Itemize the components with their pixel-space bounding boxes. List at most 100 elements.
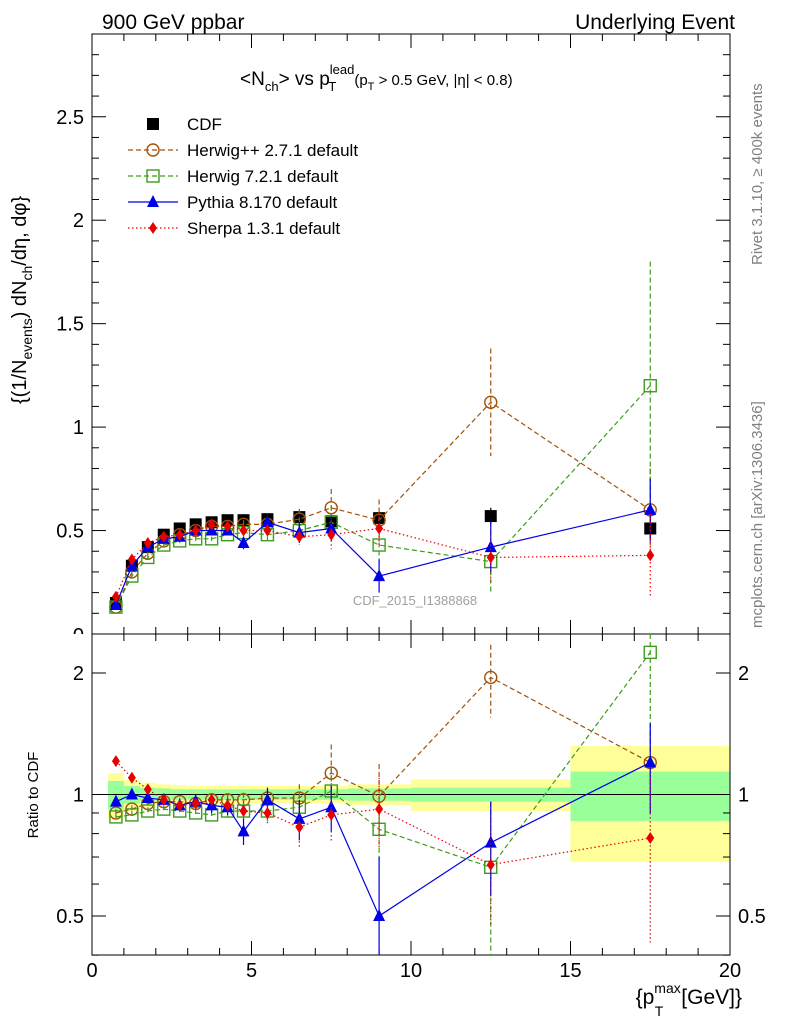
main-point-cdf <box>484 510 497 523</box>
main-point-sherpa-1-3-1-default <box>239 524 248 537</box>
legend-marker-sherpa-1-3-1-default <box>149 222 157 234</box>
legend: CDF Herwig++ 2.7.1 default Herwig 7.2.1 de… <box>128 115 358 238</box>
legend-marker-cdf <box>147 118 159 130</box>
ratio-point-sherpa-1-3-1-default <box>191 797 200 810</box>
ratio-y-tick-label-right: 2 <box>738 663 749 685</box>
header-right-label: Underlying Event <box>575 11 735 34</box>
main-point-sherpa-1-3-1-default <box>223 520 232 533</box>
ratio-point-herwig-7-2-1-default <box>109 810 123 824</box>
main-point-herwig-2-7-1-default <box>484 395 498 409</box>
ratio-y-tick-label-right: 0.5 <box>738 906 766 928</box>
main-y-axis-label: {(1/Nevents) dNch/dη, dφ} <box>9 196 35 404</box>
ratio-point-pythia-8-170-default <box>261 792 274 805</box>
main-y-tick-label: 0.5 <box>56 521 84 543</box>
main-y-ticks: 0.5 1 1.5 2 2.5 0 <box>56 54 730 647</box>
ratio-y-tick-label: 2 <box>73 663 84 685</box>
x-tick-label: 15 <box>559 960 581 982</box>
header-left-label: 900 GeV ppbar <box>102 11 244 34</box>
ratio-point-pythia-8-170-default <box>484 835 497 848</box>
ratio-y-tick-label-right: 1 <box>738 785 749 807</box>
ratio-y-tick-label: 1 <box>73 785 84 807</box>
main-series-herwig-2-7-1-default <box>109 348 657 614</box>
main-y-tick-label: 1 <box>73 417 84 439</box>
main-point-sherpa-1-3-1-default <box>159 530 168 543</box>
ratio-point-sherpa-1-3-1-default <box>646 832 655 845</box>
rivet-version-label: Rivet 3.1.10, ≥ 400k events <box>749 83 766 265</box>
main-point-sherpa-1-3-1-default <box>486 551 495 564</box>
ratio-point-pythia-8-170-default <box>325 800 338 813</box>
ratio-point-pythia-8-170-default <box>125 787 138 800</box>
main-point-sherpa-1-3-1-default <box>127 553 136 566</box>
main-point-pythia-8-170-default <box>261 515 274 528</box>
main-chart-title: <Nch> vs plead T (pT > 0.5 GeV, |η| < 0.8) <box>240 62 513 94</box>
x-axis-label: {pmax T[GeV]} <box>636 980 742 1019</box>
main-point-herwig-7-2-1-default <box>643 379 657 393</box>
main-y-tick-label: 2 <box>73 210 84 232</box>
main-series-herwig-7-2-1-default <box>109 261 657 614</box>
ratio-point-herwig-2-7-1-default <box>484 670 498 685</box>
main-line-sherpa-1-3-1-default <box>115 523 651 597</box>
ratio-series-layer <box>109 634 657 955</box>
ratio-y-ticks: 0.5 0.5 1 1 2 2 <box>56 663 766 956</box>
legend-label-cdf: CDF <box>187 115 222 134</box>
ratio-point-herwig-7-2-1-default <box>125 808 139 822</box>
ratio-point-sherpa-1-3-1-default <box>175 799 184 812</box>
x-tick-label: 20 <box>719 960 741 982</box>
legend-label-herwig-2-7-1-default: Herwig++ 2.7.1 default <box>187 141 358 160</box>
main-point-pythia-8-170-default <box>237 535 250 548</box>
ratio-point-pythia-8-170-default <box>644 755 657 768</box>
main-point-sherpa-1-3-1-default <box>295 530 304 543</box>
main-point-sherpa-1-3-1-default <box>327 528 336 541</box>
main-y-tick-label-zero: 0 <box>73 625 84 647</box>
ratio-point-sherpa-1-3-1-default <box>111 755 120 768</box>
ratio-point-sherpa-1-3-1-default <box>143 783 152 796</box>
main-line-herwig-2-7-1-default <box>115 401 651 608</box>
x-tick-label: 5 <box>246 960 257 982</box>
legend-label-herwig-7-2-1-default: Herwig 7.2.1 default <box>187 167 338 186</box>
ratio-point-sherpa-1-3-1-default <box>327 808 336 821</box>
ratio-point-sherpa-1-3-1-default <box>239 805 248 818</box>
analysis-watermark: CDF_2015_I1388868 <box>353 593 477 608</box>
ratio-y-tick-label: 0.5 <box>56 906 84 928</box>
main-point-sherpa-1-3-1-default <box>375 522 384 535</box>
ratio-point-pythia-8-170-default <box>109 794 122 807</box>
x-tick-label: 10 <box>400 960 422 982</box>
ratio-point-sherpa-1-3-1-default <box>207 793 216 806</box>
main-series-layer <box>109 261 657 614</box>
ratio-point-sherpa-1-3-1-default <box>295 821 304 834</box>
legend-marker-pythia-8-170-default <box>147 195 159 207</box>
ratio-point-sherpa-1-3-1-default <box>263 806 272 819</box>
legend-label-pythia-8-170-default: Pythia 8.170 default <box>187 193 338 212</box>
main-point-pythia-8-170-default <box>373 569 386 582</box>
main-series-sherpa-1-3-1-default <box>111 511 655 603</box>
ratio-panel: 0.5 0.51 12 2 0 5 10 15 20 Ratio to CDF {pmax T[… <box>25 34 766 1019</box>
legend-marker-herwig-7-2-1-default <box>146 169 160 183</box>
ratio-y-axis-label: Ratio to CDF <box>25 752 42 839</box>
x-ticks: 0 5 10 15 20 <box>86 34 741 982</box>
main-point-sherpa-1-3-1-default <box>111 590 120 603</box>
ratio-point-sherpa-1-3-1-default <box>223 799 232 812</box>
ratio-point-sherpa-1-3-1-default <box>486 858 495 871</box>
ratio-point-herwig-7-2-1-default <box>141 804 155 818</box>
ratio-point-pythia-8-170-default <box>237 824 250 837</box>
main-line-herwig-7-2-1-default <box>115 385 651 608</box>
ratio-point-sherpa-1-3-1-default <box>127 771 136 784</box>
main-point-sherpa-1-3-1-default <box>191 524 200 537</box>
main-y-tick-label: 1.5 <box>56 314 84 336</box>
main-point-pythia-8-170-default <box>644 502 657 515</box>
legend-marker-herwig-2-7-1-default <box>146 143 160 157</box>
x-tick-label: 0 <box>86 960 97 982</box>
ratio-series-sherpa-1-3-1-default <box>111 755 655 943</box>
main-point-sherpa-1-3-1-default <box>207 518 216 531</box>
main-point-sherpa-1-3-1-default <box>646 549 655 562</box>
ratio-point-pythia-8-170-default <box>373 909 386 921</box>
main-point-pythia-8-170-default <box>109 598 122 611</box>
main-point-sherpa-1-3-1-default <box>143 536 152 549</box>
ratio-point-sherpa-1-3-1-default <box>159 793 168 806</box>
legend-label-sherpa-1-3-1-default: Sherpa 1.3.1 default <box>187 219 340 238</box>
ratio-point-pythia-8-170-default <box>141 791 154 804</box>
main-point-sherpa-1-3-1-default <box>263 524 272 537</box>
ratio-point-sherpa-1-3-1-default <box>375 803 384 816</box>
main-panel: 0.5 1 1.5 2 2.5 0 <Nch> vs plead T (pT > 0.5 Ge… <box>9 33 731 647</box>
